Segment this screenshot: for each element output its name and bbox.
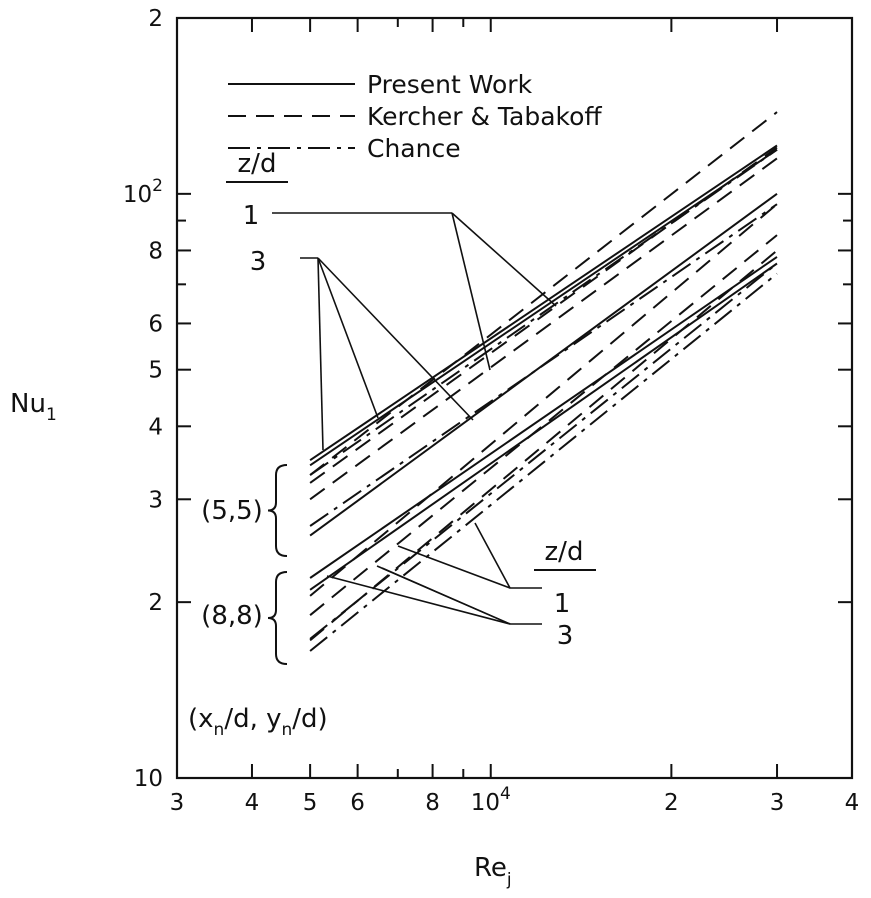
brace-88 <box>267 571 288 665</box>
y-tick-label: 4 <box>148 414 163 440</box>
y-tick-label: 2 <box>148 6 163 32</box>
legend-label: Kercher & Tabakoff <box>367 102 602 131</box>
group-label-88: (8,8) <box>201 601 263 631</box>
legend-label: Present Work <box>367 70 533 99</box>
leader-three-top-b <box>317 257 379 419</box>
x-tick-label: 3 <box>770 790 785 816</box>
zd-three-top: 3 <box>250 247 267 277</box>
series-line-dashed <box>309 146 778 484</box>
legend-label: Chance <box>367 134 461 163</box>
coord-legend: (xn/d, yn/d) <box>188 704 328 740</box>
y-tick-label: 102 <box>123 176 163 208</box>
x-tick-label: 2 <box>664 790 679 816</box>
series-line-solid <box>309 262 778 591</box>
leader-three-top-c <box>317 257 474 421</box>
plot-frame <box>175 16 854 780</box>
x-tick-label: 8 <box>425 790 440 816</box>
x-tick-label: 104 <box>471 784 511 816</box>
leader-one-top-b <box>451 212 491 371</box>
x-tick-label: 6 <box>350 790 365 816</box>
x-tick-label: 4 <box>245 790 260 816</box>
group-label-55: (5,5) <box>201 496 263 526</box>
axis-titles: Nu1 Rej <box>10 389 512 890</box>
y-tick-label: 6 <box>148 311 163 337</box>
y-tick-label: 10 <box>134 766 163 792</box>
zd-one-bottom: 1 <box>554 589 571 619</box>
leader-three-top-a <box>317 257 324 451</box>
x-tick-label: 3 <box>170 790 185 816</box>
zd-header-bottom: z/d <box>545 537 584 567</box>
x-axis-title: Rej <box>474 853 512 890</box>
y-axis-title: Nu1 <box>10 389 57 425</box>
series-line-solid <box>309 256 778 579</box>
leader-three-bottom-c <box>381 567 511 625</box>
legend: Present Work Kercher & Tabakoff Chance <box>228 70 602 163</box>
brace-55 <box>267 464 288 557</box>
zd-one-top: 1 <box>243 201 260 231</box>
y-tick-label: 5 <box>148 358 163 384</box>
series-line-dashed <box>309 234 778 616</box>
x-tick-label: 4 <box>845 790 860 816</box>
series-line-dashed <box>309 157 778 501</box>
series-lines <box>309 111 778 652</box>
series-line-dashdot <box>309 272 778 652</box>
series-line-dashed <box>309 203 778 597</box>
series-line-dashdot <box>309 148 778 476</box>
series-line-dashdot <box>309 262 778 640</box>
y-tick-label: 3 <box>148 487 163 513</box>
leader-lines <box>272 212 557 625</box>
leader-one-bottom-b <box>397 545 511 589</box>
series-line-solid <box>309 144 778 462</box>
series-line-dashdot <box>309 203 778 527</box>
leader-one-top-a <box>451 212 557 307</box>
y-tick-label: 2 <box>148 590 163 616</box>
leader-three-bottom-a <box>326 575 511 625</box>
series-line-dashed <box>309 111 778 476</box>
y-tick-label: 8 <box>148 238 163 264</box>
x-tick-label: 5 <box>303 790 318 816</box>
zd-three-bottom: 3 <box>557 621 574 651</box>
zd-header-top: z/d <box>238 149 277 179</box>
